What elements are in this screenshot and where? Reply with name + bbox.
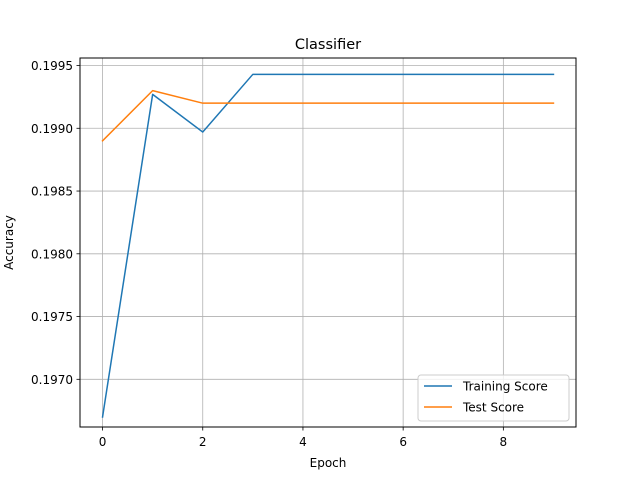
y-axis-label: Accuracy xyxy=(2,215,16,270)
chart-title: Classifier xyxy=(295,37,361,53)
y-tick-label: 0.1970 xyxy=(31,373,73,387)
x-tick-label: 4 xyxy=(299,435,307,449)
y-axis: 0.1970 0.1975 0.1980 0.1985 0.1990 0.1995 xyxy=(31,59,80,387)
series-line-test-score xyxy=(101,89,555,142)
x-axis: 0 2 4 6 8 xyxy=(99,427,507,449)
y-tick-label: 0.1990 xyxy=(31,122,73,136)
y-tick-label: 0.1975 xyxy=(31,310,73,324)
series-lines xyxy=(101,73,555,418)
legend: Training Score Test Score xyxy=(417,374,570,422)
plot-frame xyxy=(79,57,577,428)
series-line-training-score xyxy=(101,73,555,418)
x-tick-label: 2 xyxy=(199,435,207,449)
grid xyxy=(80,58,576,427)
x-tick-label: 0 xyxy=(99,435,107,449)
legend-box xyxy=(417,374,570,422)
y-tick-label: 0.1980 xyxy=(31,247,73,261)
y-tick-label: 0.1985 xyxy=(31,185,73,199)
legend-label-test-score: Test Score xyxy=(462,401,524,415)
legend-label-training-score: Training Score xyxy=(462,380,548,394)
x-axis-label: Epoch xyxy=(310,456,347,470)
y-tick-label: 0.1995 xyxy=(31,59,73,73)
x-tick-label: 6 xyxy=(399,435,407,449)
x-tick-label: 8 xyxy=(500,435,508,449)
